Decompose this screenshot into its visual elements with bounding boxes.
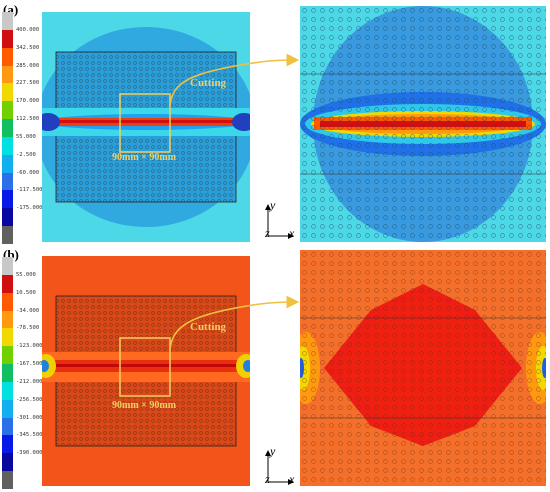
axis-y-label-a: y <box>270 198 276 212</box>
legend-swatch <box>2 257 13 276</box>
legend-swatch <box>2 190 13 209</box>
legend-swatch <box>2 364 13 383</box>
legend-swatch <box>2 310 13 329</box>
cutting-box-b <box>119 337 171 397</box>
legend-swatch <box>2 471 13 490</box>
legend-swatch <box>2 83 13 102</box>
axis-z-label-a: z <box>265 226 270 240</box>
legend-swatch <box>2 346 13 365</box>
axis-x-label-b: x <box>289 472 295 486</box>
legend-swatch <box>2 172 13 191</box>
legend-tick-label: -123.000 <box>16 343 43 350</box>
dimension-label-a: 90mm × 90mm <box>112 152 177 163</box>
legend-swatch <box>2 119 13 138</box>
color-legend-b: 55.000 10.500 -34.000 -78.500 -123.000 -167.5… <box>2 257 43 490</box>
color-legend-a: 400.000 342.500 285.000 227.500 170.000 112.5… <box>2 12 43 245</box>
legend-tick-label: -345.500 <box>16 432 43 439</box>
legend-tick-label: 55.000 <box>16 133 36 140</box>
legend-tick-label: 112.500 <box>16 116 40 123</box>
legend-tick-label: -301.000 <box>16 414 43 421</box>
legend-swatch <box>2 292 13 312</box>
legend-tick-label: -60.000 <box>16 169 40 176</box>
legend-tick-label: -34.000 <box>16 307 40 314</box>
axis-x-label-a: x <box>289 226 295 240</box>
legend-swatch <box>2 274 13 294</box>
legend-swatch <box>2 208 13 227</box>
legend-tick-label: -78.500 <box>16 325 40 332</box>
legend-tick-label: 342.500 <box>16 44 40 51</box>
legend-tick-label: -175.000 <box>16 205 43 212</box>
legend-tick-label: -256.500 <box>16 396 43 403</box>
contour-plot-a <box>42 12 250 242</box>
axis-z-label-b: z <box>265 472 270 486</box>
legend-tick-label: 170.000 <box>16 98 40 105</box>
legend-swatch <box>2 65 13 84</box>
contour-plot-b <box>42 256 250 486</box>
legend-swatch <box>2 136 13 156</box>
zoomed-plot-a <box>300 6 546 242</box>
legend-swatch <box>2 12 13 31</box>
legend-swatch <box>2 453 13 472</box>
legend-swatch <box>2 154 13 174</box>
legend-tick-label: 55.000 <box>16 271 36 278</box>
legend-tick-label: 227.500 <box>16 80 40 87</box>
axis-y-label-b: y <box>270 444 276 458</box>
cutting-box-a <box>119 93 171 153</box>
legend-swatch <box>2 47 13 67</box>
legend-swatch <box>2 417 13 436</box>
cutting-label-b: Cutting <box>190 321 227 333</box>
legend-swatch <box>2 381 13 401</box>
legend-swatch <box>2 328 13 347</box>
legend-tick-label: 400.000 <box>16 26 40 33</box>
legend-tick-label: -117.500 <box>16 187 43 194</box>
legend-swatch <box>2 29 13 49</box>
legend-tick-label: -390.000 <box>16 450 43 457</box>
legend-tick-label: -2.500 <box>16 151 36 158</box>
legend-swatch <box>2 435 13 454</box>
legend-swatch <box>2 399 13 419</box>
legend-tick-label: -167.500 <box>16 361 43 368</box>
dimension-label-b: 90mm × 90mm <box>112 400 177 411</box>
legend-tick-label: -212.000 <box>16 378 43 385</box>
legend-tick-label: 285.000 <box>16 62 40 69</box>
cutting-label-a: Cutting <box>190 77 227 89</box>
legend-swatch <box>2 101 13 120</box>
zoomed-plot-b <box>300 250 546 486</box>
legend-tick-label: 10.500 <box>16 289 36 296</box>
legend-swatch <box>2 226 13 245</box>
